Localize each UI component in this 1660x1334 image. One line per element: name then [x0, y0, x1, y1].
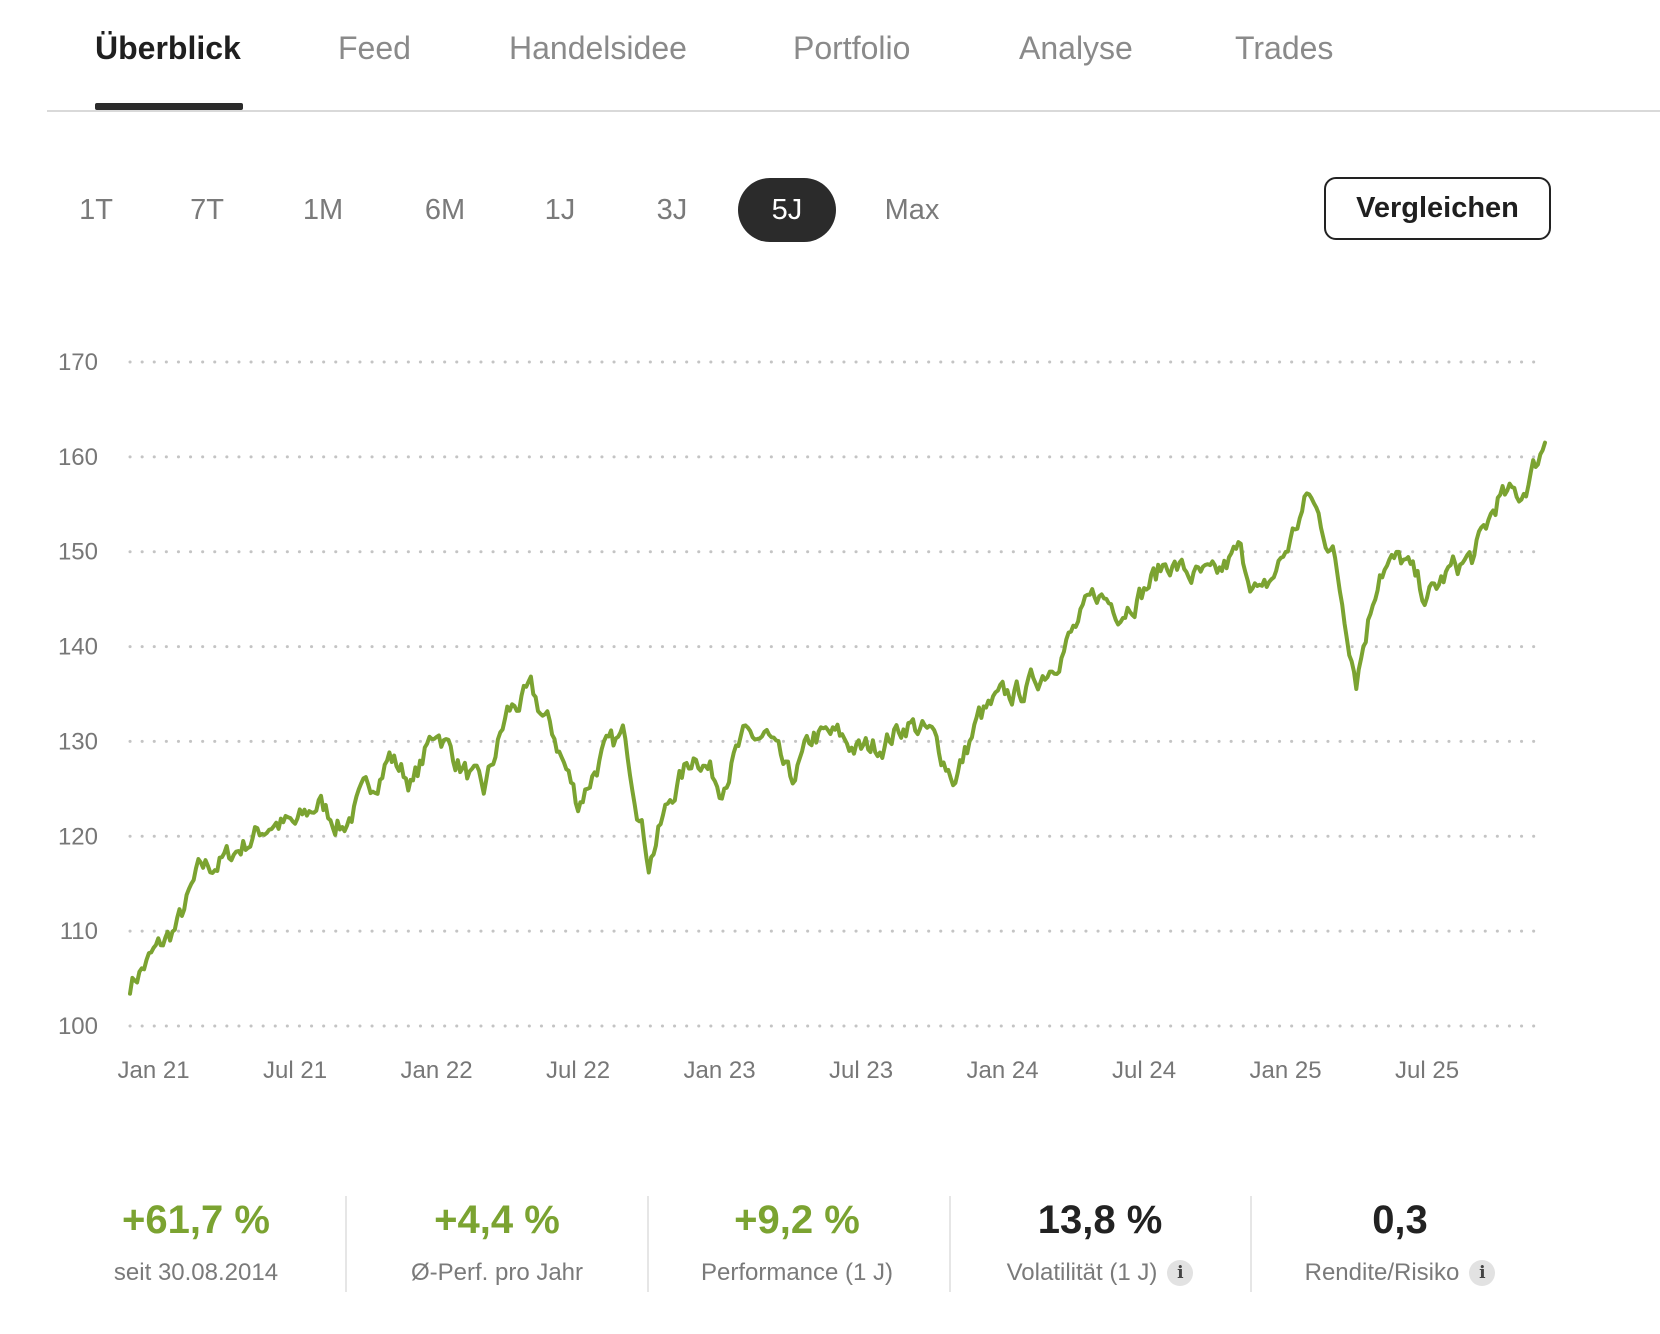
range-5j-button[interactable]: 5J — [738, 178, 836, 242]
chart-y-axis: 100 110 120 130 140 150 160 170 — [58, 349, 98, 1040]
tab-trades[interactable]: Trades — [1235, 30, 1334, 66]
stat-value: 0,3 — [1372, 1198, 1428, 1242]
stat-label: Performance (1 J) — [647, 1259, 947, 1287]
info-icon[interactable]: i — [1469, 1260, 1496, 1286]
tab-analyse[interactable]: Analyse — [1019, 30, 1133, 66]
chart-x-axis: Jan 21 Jul 21 Jan 22 Jul 22 Jan 23 Jul 23 Jan … — [118, 1057, 1460, 1084]
y-tick-label: 160 — [58, 444, 98, 471]
y-tick-label: 120 — [58, 823, 98, 850]
x-tick-label: Jul 25 — [1395, 1057, 1459, 1084]
stat-label: Rendite/Risiko i — [1250, 1259, 1550, 1287]
stat-volatility: 13,8 % Volatilität (1 J) i — [950, 1198, 1250, 1287]
tab-bar: Überblick Feed Handelsidee Portfolio Ana… — [47, 0, 1660, 112]
tab-portfolio[interactable]: Portfolio — [793, 30, 911, 66]
range-1j-button[interactable]: 1J — [544, 194, 576, 226]
stat-value: +9,2 % — [734, 1198, 860, 1242]
stat-label: seit 30.08.2014 — [46, 1259, 346, 1287]
stat-divider — [647, 1196, 649, 1292]
y-tick-label: 130 — [58, 728, 98, 755]
stat-divider — [949, 1196, 951, 1292]
x-tick-label: Jan 22 — [401, 1057, 473, 1084]
stat-divider — [345, 1196, 347, 1292]
tab-handelsidee[interactable]: Handelsidee — [509, 30, 687, 66]
y-tick-label: 100 — [58, 1013, 98, 1040]
range-7t-button[interactable]: 7T — [190, 194, 224, 226]
range-3j-button[interactable]: 3J — [656, 194, 688, 226]
chart-grid — [128, 360, 1547, 1028]
range-6m-button[interactable]: 6M — [424, 194, 466, 226]
range-1t-button[interactable]: 1T — [79, 194, 113, 226]
y-tick-label: 140 — [58, 634, 98, 661]
range-max-button[interactable]: Max — [884, 194, 940, 226]
stat-label-text: Performance (1 J) — [700, 1259, 894, 1286]
stat-label-text: Ø-Perf. pro Jahr — [410, 1259, 584, 1286]
stat-label: Ø-Perf. pro Jahr — [347, 1259, 647, 1287]
stat-avg-performance: +4,4 % Ø-Perf. pro Jahr — [347, 1198, 647, 1287]
active-tab-indicator — [95, 103, 243, 110]
stat-value: +61,7 % — [122, 1198, 270, 1242]
stat-value: 13,8 % — [1037, 1198, 1163, 1242]
x-tick-label: Jan 21 — [118, 1057, 190, 1084]
x-tick-label: Jan 24 — [967, 1057, 1039, 1084]
tab-ueberblick[interactable]: Überblick — [95, 30, 241, 66]
compare-button[interactable]: Vergleichen — [1324, 177, 1551, 240]
y-tick-label: 150 — [58, 539, 98, 566]
y-tick-label: 170 — [58, 349, 98, 376]
x-tick-label: Jan 25 — [1250, 1057, 1322, 1084]
stat-label-text: seit 30.08.2014 — [113, 1259, 279, 1286]
stat-label: Volatilität (1 J) i — [950, 1259, 1250, 1287]
x-tick-label: Jul 24 — [1112, 1057, 1176, 1084]
stat-performance-1j: +9,2 % Performance (1 J) — [647, 1198, 947, 1287]
stat-divider — [1250, 1196, 1252, 1292]
y-tick-label: 110 — [60, 918, 98, 945]
stat-label-text: Rendite/Risiko — [1304, 1259, 1460, 1286]
info-icon[interactable]: i — [1167, 1260, 1194, 1286]
stat-value: +4,4 % — [434, 1198, 560, 1242]
chart-series-line — [128, 440, 1547, 996]
tab-feed[interactable]: Feed — [338, 30, 411, 66]
x-tick-label: Jul 23 — [829, 1057, 893, 1084]
stat-return-risk: 0,3 Rendite/Risiko i — [1250, 1198, 1550, 1287]
range-1m-button[interactable]: 1M — [302, 194, 344, 226]
stat-total-performance: +61,7 % seit 30.08.2014 — [46, 1198, 346, 1287]
x-tick-label: Jan 23 — [684, 1057, 756, 1084]
x-tick-label: Jul 22 — [546, 1057, 610, 1084]
x-tick-label: Jul 21 — [263, 1057, 327, 1084]
stat-label-text: Volatilität (1 J) — [1006, 1259, 1158, 1286]
